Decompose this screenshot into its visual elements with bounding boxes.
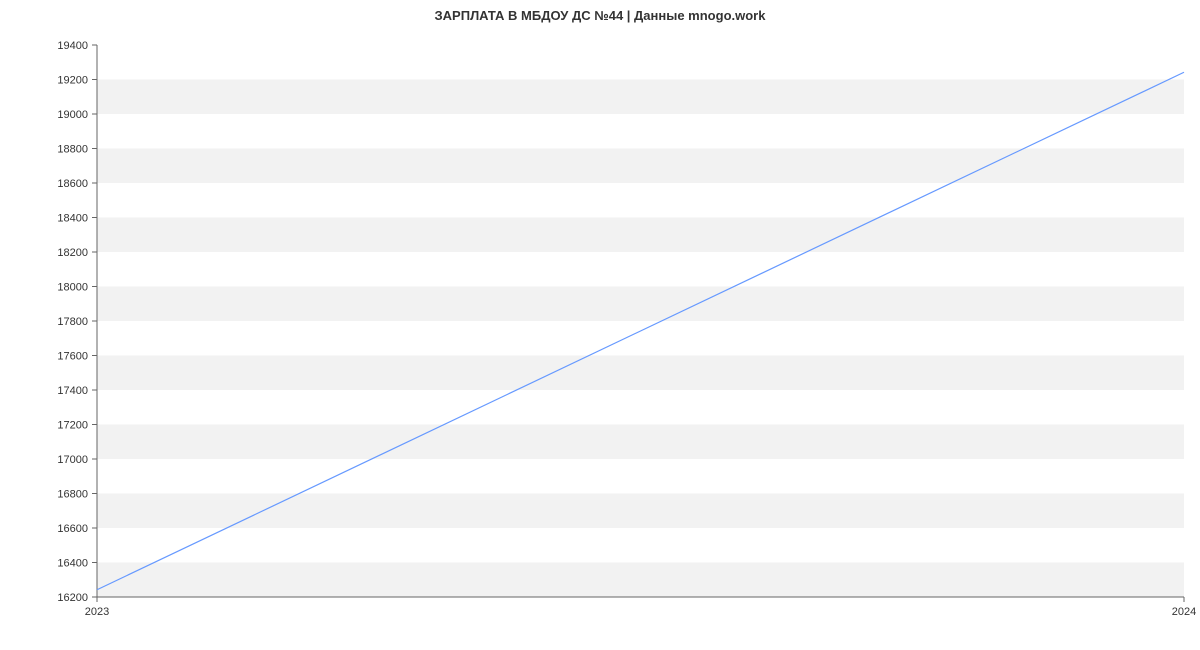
x-tick-label: 2023 <box>85 606 109 618</box>
x-tick-label: 2024 <box>1172 606 1196 618</box>
y-tick-label: 17000 <box>57 454 88 466</box>
chart-plot: 16200 16400 16600 16800 17000 17200 17400 17600… <box>0 0 1200 650</box>
y-tick-label: 17400 <box>57 385 88 397</box>
y-tick-label: 18200 <box>57 247 88 259</box>
y-tick-label: 17800 <box>57 316 88 328</box>
y-tick-label: 16200 <box>57 592 88 604</box>
y-tick-label: 18600 <box>57 178 88 190</box>
y-tick-label: 19400 <box>57 40 88 52</box>
chart-title: ЗАРПЛАТА В МБДОУ ДС №44 | Данные mnogo.w… <box>0 8 1200 23</box>
y-tick-label: 16400 <box>57 558 88 570</box>
y-tick-label: 16800 <box>57 489 88 501</box>
y-tick-label: 19200 <box>57 75 88 87</box>
y-tick-label: 18800 <box>57 144 88 156</box>
y-tick-label: 17200 <box>57 420 88 432</box>
y-tick-label: 19000 <box>57 109 88 121</box>
y-tick-label: 17600 <box>57 351 88 363</box>
y-tick-label: 18000 <box>57 282 88 294</box>
y-tick-label: 16600 <box>57 523 88 535</box>
salary-line-chart: ЗАРПЛАТА В МБДОУ ДС №44 | Данные mnogo.w… <box>0 0 1200 650</box>
y-tick-label: 18400 <box>57 213 88 225</box>
